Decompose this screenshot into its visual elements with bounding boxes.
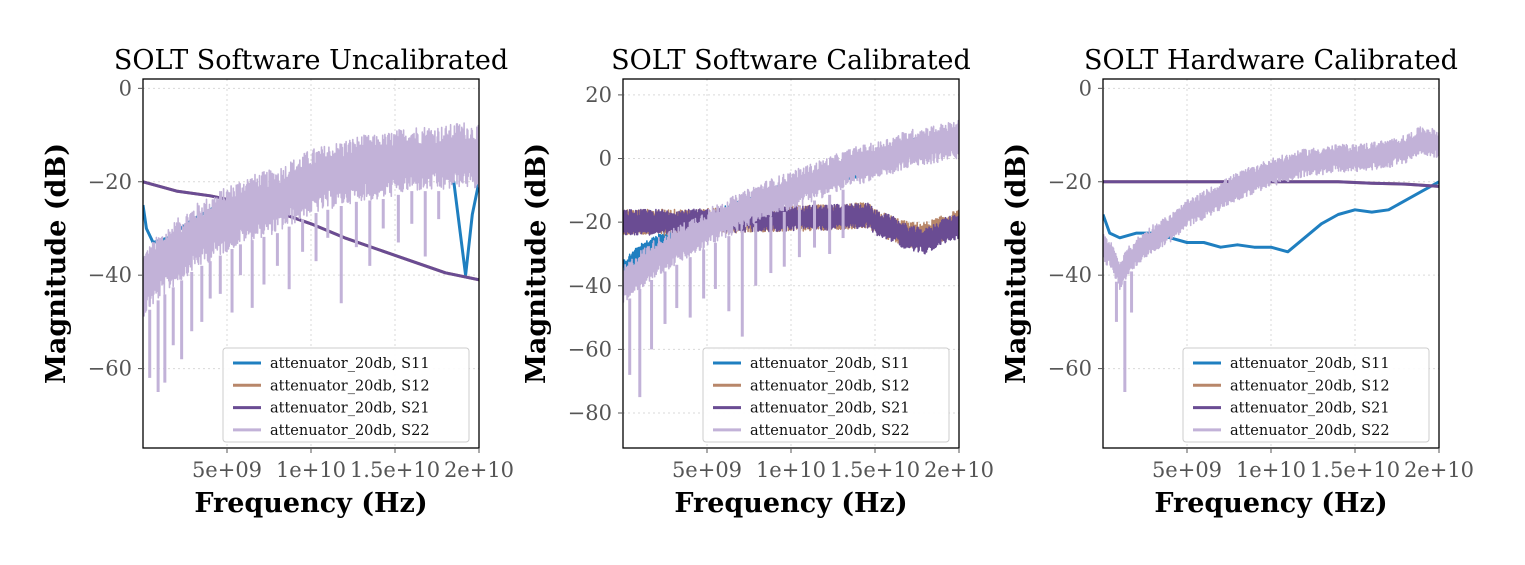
legend-box bbox=[702, 347, 950, 443]
y-tick-label: −60 bbox=[88, 357, 132, 381]
legend-entry: attenuator_20db, S21 bbox=[750, 401, 910, 417]
x-tick-label: 2e+10 bbox=[1404, 458, 1474, 482]
chart-title: SOLT Hardware Calibrated bbox=[1084, 45, 1458, 76]
x-tick-label: 1e+10 bbox=[1236, 458, 1306, 482]
legend-entry: attenuator_20db, S22 bbox=[750, 423, 910, 439]
chart-title: SOLT Software Uncalibrated bbox=[114, 45, 508, 76]
legend-box bbox=[222, 347, 470, 443]
y-tick-label: −20 bbox=[568, 210, 612, 234]
legend: attenuator_20db, S11 attenuator_20db, S12… bbox=[222, 347, 470, 443]
y-tick-label: −60 bbox=[1048, 357, 1092, 381]
y-tick-label: 0 bbox=[119, 76, 132, 100]
y-tick-label: −20 bbox=[88, 170, 132, 194]
series-line-s21 bbox=[623, 202, 959, 255]
x-axis-label: Frequency (Hz) bbox=[194, 488, 427, 519]
x-tick-label: 1.5e+10 bbox=[830, 458, 920, 482]
y-tick-label: 0 bbox=[599, 147, 612, 171]
legend-entry: attenuator_20db, S11 bbox=[750, 356, 910, 372]
y-tick-label: 0 bbox=[1079, 76, 1092, 100]
chart-panel-2: 5e+09 1e+10 1.5e+10 2e+10 20 0 −20 −40 −60 −80 SOL… bbox=[521, 45, 994, 519]
y-axis-label: Magnitude (dB) bbox=[1001, 143, 1032, 384]
y-tick-label: −20 bbox=[1048, 170, 1092, 194]
x-tick-label: 1.5e+10 bbox=[350, 458, 440, 482]
x-tick-label: 5e+09 bbox=[672, 458, 742, 482]
series-line-s21 bbox=[1103, 180, 1439, 188]
x-tick-label: 1.5e+10 bbox=[1310, 458, 1400, 482]
x-tick-label: 5e+09 bbox=[192, 458, 262, 482]
x-tick-label: 2e+10 bbox=[924, 458, 994, 482]
legend-entry: attenuator_20db, S22 bbox=[270, 423, 430, 439]
legend-entry: attenuator_20db, S12 bbox=[750, 378, 910, 394]
series-line-s22 bbox=[1103, 126, 1439, 290]
legend: attenuator_20db, S11 attenuator_20db, S12… bbox=[1182, 347, 1430, 443]
y-tick-label: −40 bbox=[568, 274, 612, 298]
y-axis-label: Magnitude (dB) bbox=[521, 143, 552, 384]
x-axis-label: Frequency (Hz) bbox=[1154, 488, 1387, 519]
legend-entry: attenuator_20db, S11 bbox=[270, 356, 430, 372]
series-line-s22 bbox=[143, 122, 479, 317]
plot-area bbox=[143, 122, 479, 392]
chart-title: SOLT Software Calibrated bbox=[611, 45, 971, 76]
plot-area bbox=[623, 119, 959, 398]
plot-area bbox=[1103, 126, 1439, 392]
legend: attenuator_20db, S11 attenuator_20db, S12… bbox=[702, 347, 950, 443]
legend-entry: attenuator_20db, S11 bbox=[1230, 356, 1390, 372]
y-tick-label: 20 bbox=[585, 83, 612, 107]
legend-entry: attenuator_20db, S21 bbox=[270, 401, 430, 417]
legend-entry: attenuator_20db, S22 bbox=[1230, 423, 1390, 439]
y-axis-label: Magnitude (dB) bbox=[41, 143, 72, 384]
y-tick-label: −80 bbox=[568, 401, 612, 425]
chart-panel-1: 5e+09 1e+10 1.5e+10 2e+10 0 −20 −40 −60 SOLT Sof… bbox=[41, 45, 514, 519]
chart-panel-3: 5e+09 1e+10 1.5e+10 2e+10 0 −20 −40 −60 SOLT Har… bbox=[1001, 45, 1474, 519]
y-tick-label: −40 bbox=[1048, 263, 1092, 287]
x-tick-label: 2e+10 bbox=[444, 458, 514, 482]
x-tick-label: 1e+10 bbox=[756, 458, 826, 482]
y-tick-label: −40 bbox=[88, 263, 132, 287]
x-tick-label: 5e+09 bbox=[1152, 458, 1222, 482]
legend-entry: attenuator_20db, S12 bbox=[270, 378, 430, 394]
x-axis-label: Frequency (Hz) bbox=[674, 488, 907, 519]
x-tick-label: 1e+10 bbox=[276, 458, 346, 482]
legend-entry: attenuator_20db, S21 bbox=[1230, 401, 1390, 417]
legend-entry: attenuator_20db, S12 bbox=[1230, 378, 1390, 394]
y-tick-label: −60 bbox=[568, 337, 612, 361]
series-line-s22 bbox=[623, 119, 959, 303]
legend-box bbox=[1182, 347, 1430, 443]
